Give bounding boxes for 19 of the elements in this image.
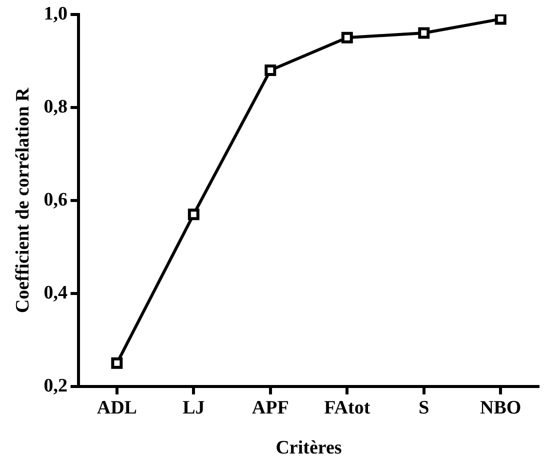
point — [418, 27, 430, 39]
point — [494, 14, 506, 25]
y-axis-title: Coefficient de corrélation R — [12, 87, 34, 314]
point — [264, 64, 276, 76]
y-tick-label: 0,6 — [44, 189, 68, 210]
point — [111, 357, 123, 369]
point — [341, 32, 353, 44]
y-tick-label: 0,8 — [44, 96, 68, 118]
x-tick-label: FAtot — [324, 398, 371, 419]
x-tick-label: ADL — [96, 398, 137, 419]
y-tick-label: 0,4 — [44, 282, 68, 304]
x-tick-label: APF — [252, 398, 289, 419]
x-tick-label: S — [418, 398, 430, 419]
x-tick-label: NBO — [480, 398, 522, 419]
point — [188, 208, 200, 220]
y-tick-label: 1,0 — [44, 3, 68, 24]
y-tick-label: 0,2 — [44, 375, 68, 396]
x-axis-title: Critères — [276, 438, 342, 459]
x-tick-label: LJ — [182, 398, 205, 419]
